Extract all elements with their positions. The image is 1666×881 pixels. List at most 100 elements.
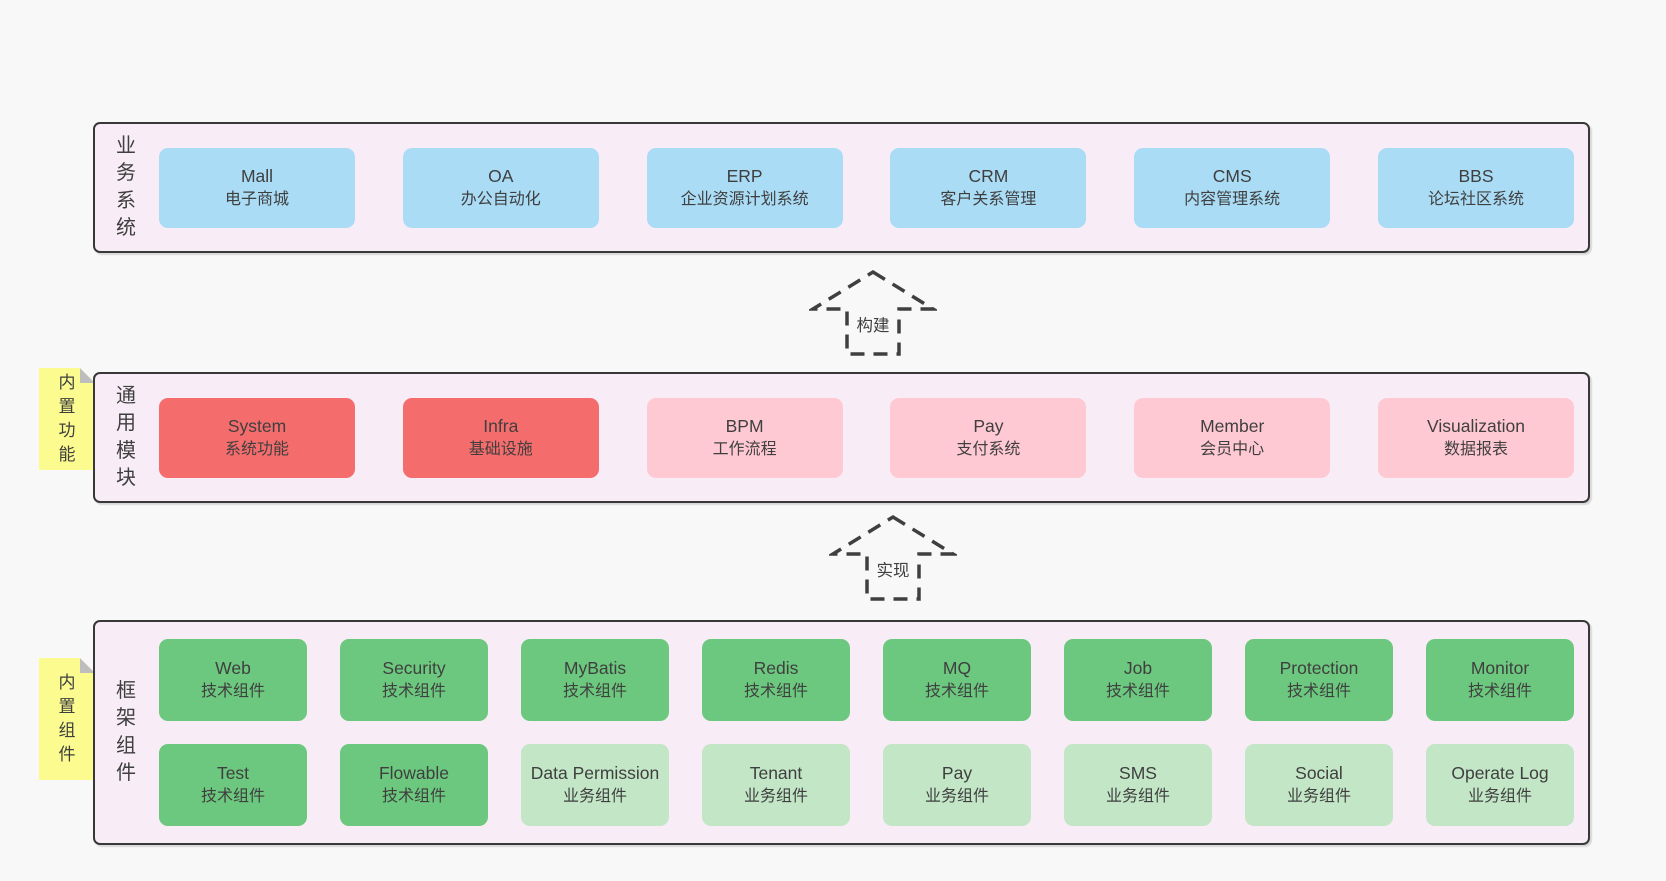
box-job: Job 技术组件: [1064, 639, 1212, 721]
box-subtitle: 基础设施: [468, 440, 533, 458]
box-title: Member: [1200, 415, 1265, 436]
box-subtitle: 技术组件: [200, 788, 265, 806]
box-title: BPM: [725, 415, 764, 436]
box-title: MQ: [942, 658, 972, 679]
note-built-in-features: 内置功能: [39, 368, 95, 470]
box-subtitle: 业务组件: [924, 788, 989, 806]
box-subtitle: 技术组件: [200, 683, 265, 701]
box-title: Pay: [973, 415, 1004, 436]
panel-label-modules: 通用模块: [111, 374, 141, 501]
box-subtitle: 业务组件: [1467, 788, 1532, 806]
box-bpm: BPM 工作流程: [646, 397, 843, 478]
box-title: Data Permission: [530, 763, 660, 784]
box-subtitle: 技术组件: [381, 683, 446, 701]
box-title: System: [227, 415, 287, 436]
arrow-label: 实现: [872, 556, 914, 582]
box-subtitle: 企业资源计划系统: [680, 190, 809, 208]
box-visualization: Visualization 数据报表: [1377, 397, 1574, 478]
box-subtitle: 支付系统: [956, 440, 1021, 458]
components-row-2: Test 技术组件 Flowable 技术组件 Data Permission …: [159, 744, 1574, 826]
box-cms: CMS 内容管理系统: [1134, 147, 1331, 228]
box-title: OA: [488, 165, 514, 186]
box-title: Security: [382, 658, 446, 679]
box-title: SMS: [1119, 763, 1157, 784]
panel-label-text: 业务系统: [115, 135, 136, 239]
box-data-permission: Data Permission 业务组件: [521, 744, 669, 826]
box-subtitle: 业务组件: [743, 788, 808, 806]
box-subtitle: 数据报表: [1443, 440, 1508, 458]
box-subtitle: 内容管理系统: [1184, 190, 1281, 208]
build-arrow: 构建: [809, 269, 937, 357]
box-title: Visualization: [1427, 415, 1525, 436]
box-subtitle: 技术组件: [1105, 683, 1170, 701]
box-pay-component: Pay 业务组件: [883, 744, 1031, 826]
panel-label-business: 业务系统: [111, 124, 141, 251]
arrow-label: 构建: [852, 311, 894, 337]
box-mybatis: MyBatis 技术组件: [521, 639, 669, 721]
box-security: Security 技术组件: [340, 639, 488, 721]
implement-arrow: 实现: [829, 514, 957, 602]
box-subtitle: 业务组件: [562, 788, 627, 806]
box-subtitle: 客户关系管理: [940, 190, 1037, 208]
box-subtitle: 技术组件: [1286, 683, 1351, 701]
box-redis: Redis 技术组件: [702, 639, 850, 721]
box-operate-log: Operate Log 业务组件: [1426, 744, 1574, 826]
box-mall: Mall 电子商城: [159, 147, 355, 228]
box-pay-module: Pay 支付系统: [890, 397, 1087, 478]
box-subtitle: 工作流程: [712, 440, 777, 458]
box-subtitle: 业务组件: [1286, 788, 1351, 806]
box-subtitle: 论坛社区系统: [1427, 190, 1524, 208]
box-title: Monitor: [1470, 658, 1530, 679]
box-subtitle: 电子商城: [224, 190, 289, 208]
business-systems-panel: 业务系统 Mall 电子商城 OA 办公自动化 ERP 企业资源计划系统 CRM…: [93, 122, 1590, 253]
framework-components-rows: Web 技术组件 Security 技术组件 MyBatis 技术组件 Redi…: [151, 622, 1588, 843]
box-crm: CRM 客户关系管理: [890, 147, 1087, 228]
box-title: Redis: [753, 658, 799, 679]
box-monitor: Monitor 技术组件: [1426, 639, 1574, 721]
box-subtitle: 技术组件: [924, 683, 989, 701]
panel-label-text: 框架组件: [115, 680, 136, 784]
box-title: ERP: [726, 165, 763, 186]
box-subtitle: 技术组件: [381, 788, 446, 806]
box-title: MyBatis: [563, 658, 627, 679]
box-subtitle: 办公自动化: [460, 190, 541, 208]
box-tenant: Tenant 业务组件: [702, 744, 850, 826]
box-title: CMS: [1212, 165, 1252, 186]
box-title: Test: [216, 763, 250, 784]
business-systems-row: Mall 电子商城 OA 办公自动化 ERP 企业资源计划系统 CRM 客户关系…: [151, 124, 1588, 251]
box-title: Web: [215, 658, 251, 679]
common-modules-row: System 系统功能 Infra 基础设施 BPM 工作流程 Pay 支付系统…: [151, 374, 1588, 501]
box-subtitle: 技术组件: [562, 683, 627, 701]
box-title: Mall: [240, 165, 274, 186]
box-title: Tenant: [749, 763, 803, 784]
box-subtitle: 业务组件: [1105, 788, 1170, 806]
box-system: System 系统功能: [159, 397, 355, 478]
box-sms: SMS 业务组件: [1064, 744, 1212, 826]
box-subtitle: 会员中心: [1200, 440, 1265, 458]
box-protection: Protection 技术组件: [1245, 639, 1393, 721]
box-infra: Infra 基础设施: [402, 397, 599, 478]
common-modules-panel: 通用模块 System 系统功能 Infra 基础设施 BPM 工作流程 Pay…: [93, 372, 1590, 503]
panel-label-components: 框架组件: [111, 622, 141, 843]
box-title: Job: [1123, 658, 1153, 679]
box-mq: MQ 技术组件: [883, 639, 1031, 721]
box-flowable: Flowable 技术组件: [340, 744, 488, 826]
note-label: 内置组件: [58, 672, 76, 765]
box-subtitle: 系统功能: [224, 440, 289, 458]
framework-components-panel: 框架组件 Web 技术组件 Security 技术组件 MyBatis 技术组件…: [93, 620, 1590, 845]
note-built-in-components: 内置组件: [39, 658, 95, 780]
note-label: 内置功能: [58, 372, 76, 465]
box-title: Social: [1295, 763, 1343, 784]
box-subtitle: 技术组件: [743, 683, 808, 701]
box-title: Operate Log: [1451, 763, 1549, 784]
box-title: Protection: [1279, 658, 1359, 679]
box-title: BBS: [1458, 165, 1494, 186]
box-web: Web 技术组件: [159, 639, 307, 721]
box-bbs: BBS 论坛社区系统: [1377, 147, 1574, 228]
box-title: Infra: [483, 415, 519, 436]
box-title: Pay: [941, 763, 973, 784]
box-member: Member 会员中心: [1134, 397, 1331, 478]
box-title: CRM: [968, 165, 1009, 186]
components-row-1: Web 技术组件 Security 技术组件 MyBatis 技术组件 Redi…: [159, 639, 1574, 721]
box-title: Flowable: [378, 763, 450, 784]
